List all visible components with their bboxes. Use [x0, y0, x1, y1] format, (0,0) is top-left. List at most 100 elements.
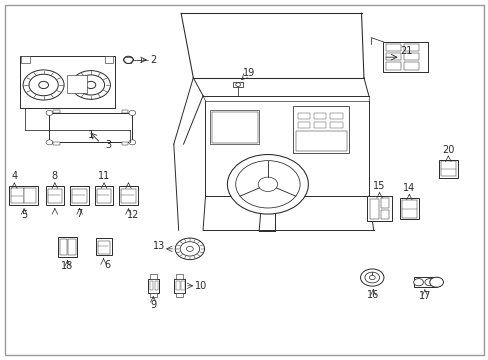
Text: 1: 1: [87, 130, 94, 140]
Circle shape: [175, 238, 204, 260]
Bar: [122, 142, 128, 145]
Bar: [440, 161, 455, 176]
Bar: [21, 56, 30, 63]
Bar: [45, 186, 64, 205]
Text: 15: 15: [373, 181, 385, 191]
Circle shape: [129, 140, 136, 145]
Text: 2: 2: [150, 55, 157, 65]
Circle shape: [235, 83, 240, 86]
Circle shape: [429, 277, 443, 287]
Bar: [23, 188, 36, 203]
Bar: [122, 110, 128, 113]
Bar: [148, 279, 158, 293]
Circle shape: [123, 56, 133, 63]
Bar: [383, 42, 427, 72]
Circle shape: [71, 71, 110, 99]
Bar: [298, 113, 310, 119]
Bar: [58, 237, 77, 257]
Bar: [9, 186, 38, 205]
Bar: [95, 186, 113, 205]
Text: 6: 6: [104, 260, 110, 270]
Bar: [60, 239, 67, 255]
Bar: [176, 293, 183, 297]
Circle shape: [46, 111, 53, 116]
Bar: [385, 62, 400, 69]
Bar: [366, 196, 391, 221]
Bar: [385, 44, 400, 51]
Bar: [176, 274, 183, 279]
Circle shape: [364, 272, 379, 283]
Text: 3: 3: [105, 140, 111, 150]
Circle shape: [180, 242, 199, 256]
Text: 20: 20: [441, 144, 453, 154]
Circle shape: [46, 140, 53, 145]
Circle shape: [186, 246, 193, 251]
Bar: [404, 62, 418, 69]
Bar: [399, 198, 418, 220]
Text: 5: 5: [21, 210, 27, 220]
Bar: [211, 112, 257, 143]
Bar: [53, 142, 60, 145]
Bar: [121, 189, 136, 203]
Bar: [150, 281, 153, 290]
Circle shape: [23, 70, 64, 100]
Bar: [369, 199, 378, 220]
Circle shape: [129, 111, 136, 116]
Bar: [233, 82, 243, 87]
Bar: [70, 186, 89, 205]
Bar: [155, 281, 158, 290]
Bar: [68, 239, 76, 255]
Circle shape: [86, 81, 96, 89]
Bar: [119, 186, 138, 205]
Bar: [385, 53, 400, 60]
Bar: [150, 274, 157, 279]
Text: 12: 12: [126, 210, 139, 220]
Bar: [72, 189, 87, 203]
Circle shape: [39, 81, 48, 89]
Text: 11: 11: [98, 171, 110, 181]
Text: 21: 21: [400, 46, 412, 56]
Circle shape: [368, 275, 374, 280]
Bar: [210, 110, 259, 144]
Bar: [176, 281, 179, 290]
Bar: [401, 200, 416, 218]
Bar: [66, 75, 87, 93]
Circle shape: [360, 269, 383, 286]
Bar: [104, 56, 113, 63]
Text: 9: 9: [150, 300, 156, 310]
Bar: [314, 113, 326, 119]
Text: 13: 13: [153, 241, 165, 251]
Circle shape: [227, 154, 308, 214]
Bar: [413, 277, 436, 287]
Bar: [314, 122, 326, 128]
Bar: [20, 56, 115, 108]
Bar: [438, 159, 457, 178]
Bar: [98, 240, 110, 253]
Text: 14: 14: [403, 183, 415, 193]
Bar: [11, 188, 23, 203]
Bar: [53, 110, 60, 113]
Bar: [150, 293, 157, 297]
Bar: [96, 238, 112, 255]
Text: 8: 8: [52, 171, 58, 181]
Circle shape: [235, 161, 300, 208]
Circle shape: [29, 74, 58, 96]
Bar: [404, 53, 418, 60]
Circle shape: [258, 177, 277, 192]
Circle shape: [77, 75, 104, 95]
Bar: [174, 279, 184, 293]
Text: 10: 10: [194, 281, 206, 291]
Text: 7: 7: [77, 210, 82, 220]
Text: 4: 4: [11, 171, 18, 181]
Circle shape: [424, 279, 434, 286]
Bar: [49, 113, 132, 142]
Bar: [293, 107, 348, 153]
Bar: [295, 131, 346, 151]
Bar: [380, 210, 388, 220]
Bar: [380, 198, 388, 208]
Text: 18: 18: [61, 261, 74, 271]
Text: 17: 17: [418, 291, 430, 301]
Bar: [181, 281, 184, 290]
Bar: [330, 113, 342, 119]
Circle shape: [413, 279, 423, 286]
